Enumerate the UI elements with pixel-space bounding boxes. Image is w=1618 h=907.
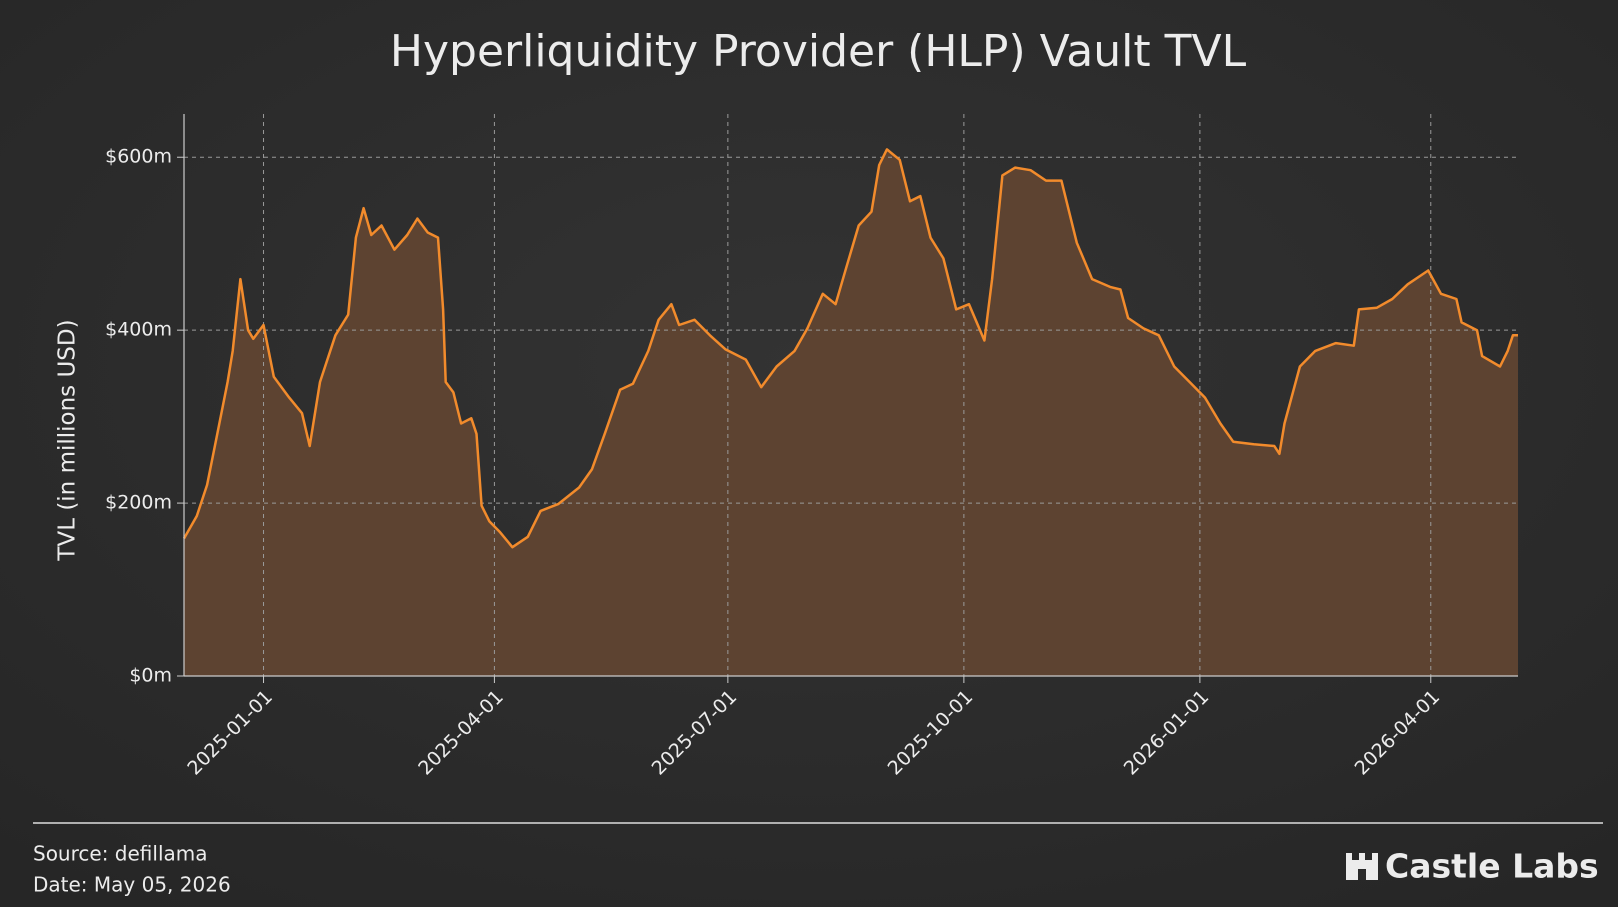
brand-name: Castle Labs	[1385, 847, 1599, 886]
chart-title: Hyperliquidity Provider (HLP) Vault TVL	[390, 26, 1247, 77]
brand-logo-icon	[1346, 853, 1378, 880]
line	[182, 148, 1518, 549]
y-tick-label: $400m	[105, 319, 172, 341]
source-note: Source: defillama	[33, 842, 208, 866]
y-tick-label: $200m	[105, 492, 172, 514]
y-tick-label: $0m	[129, 665, 172, 687]
y-axis-label: TVL (in millions USD)	[55, 319, 81, 561]
y-tick-label: $600m	[105, 146, 172, 168]
date-note: Date: May 05, 2026	[33, 873, 231, 897]
